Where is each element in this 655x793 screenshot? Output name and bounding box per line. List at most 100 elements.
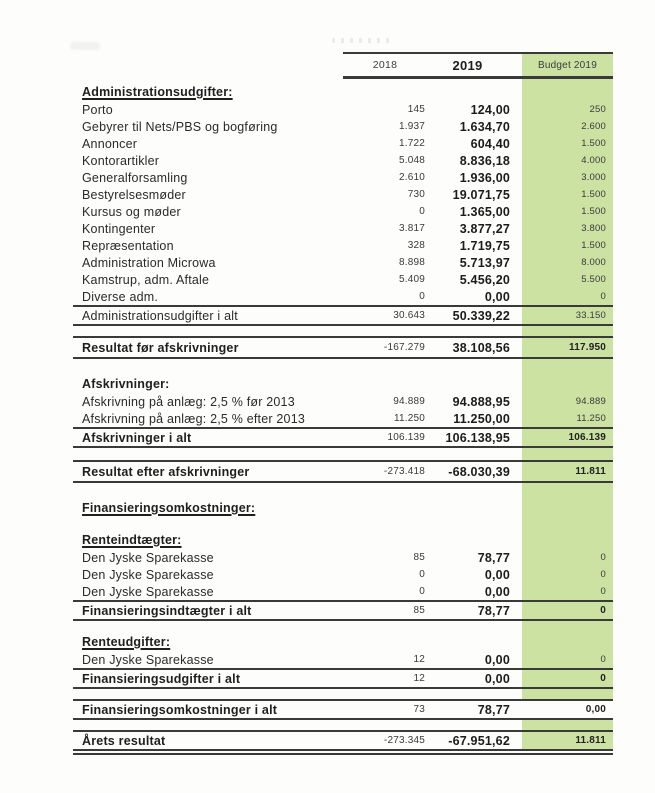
scan-artifact — [70, 42, 100, 50]
row-label: Gebyrer til Nets/PBS og bogføring — [82, 119, 278, 134]
row-label: Diverse adm. — [82, 289, 159, 304]
horizontal-rule — [73, 600, 613, 602]
value-2018: 0 — [419, 206, 425, 217]
value-budget-2019: 1.500 — [581, 206, 606, 217]
value-budget-2019: 0 — [600, 654, 606, 665]
row-label: Afskrivning på anlæg: 2,5 % før 2013 — [82, 394, 295, 409]
value-2019: 5.713,97 — [459, 255, 510, 270]
budget-column-highlight — [522, 517, 613, 531]
value-budget-2019: 11.811 — [575, 466, 606, 477]
budget-column-highlight — [522, 237, 613, 254]
budget-column-highlight — [522, 566, 613, 583]
horizontal-rule — [73, 730, 613, 732]
budget-column-highlight — [522, 152, 613, 169]
value-2018: 12 — [413, 673, 425, 684]
horizontal-rule — [73, 718, 613, 720]
value-budget-2019: 4.000 — [581, 155, 606, 166]
budget-column-highlight — [522, 499, 613, 517]
table-row: Finansieringsindtægter i alt 85 78,77 0 — [0, 602, 655, 619]
horizontal-rule — [73, 619, 613, 621]
section-header-label: Administrationsudgifter: — [82, 85, 233, 99]
table-row: Administration Microwa 8.898 5.713,97 8.000 — [0, 254, 655, 271]
spacer-row — [0, 720, 655, 730]
value-2019: 1.634,70 — [459, 119, 510, 134]
value-budget-2019: 0 — [600, 673, 606, 684]
value-2019: 0,00 — [484, 584, 510, 599]
value-2019: 11.250,00 — [453, 411, 510, 426]
row-label: Kursus og møder — [82, 204, 181, 219]
section-header-label: Afskrivninger: — [82, 377, 170, 391]
value-2019: 5.456,20 — [459, 272, 510, 287]
budget-column-highlight — [522, 410, 613, 427]
value-2018: 0 — [419, 586, 425, 597]
budget-column-highlight — [522, 583, 613, 600]
section-header-row: Renteindtægter: — [0, 531, 655, 549]
table-row: Kamstrup, adm. Aftale 5.409 5.456,20 5.500 — [0, 271, 655, 288]
value-2018: 94.889 — [393, 396, 425, 407]
row-label: Resultat før afskrivninger — [82, 340, 239, 355]
section-header-label: Renteindtægter: — [82, 533, 182, 547]
value-2018: 11.250 — [393, 413, 425, 424]
section-header-row: Finansieringsomkostninger: — [0, 499, 655, 517]
row-label: Den Jyske Sparekasse — [82, 550, 214, 565]
row-label: Årets resultat — [82, 733, 166, 748]
table-row: Resultat efter afskrivninger -273.418 -68.… — [0, 462, 655, 481]
horizontal-rule — [73, 668, 613, 670]
row-label: Den Jyske Sparekasse — [82, 584, 214, 599]
horizontal-rule — [73, 446, 613, 448]
row-label: Administration Microwa — [82, 255, 216, 270]
value-2019: 19.071,75 — [452, 187, 510, 202]
budget-column-highlight — [522, 602, 613, 619]
value-2019: -67.951,62 — [448, 733, 510, 748]
value-2018: 730 — [407, 189, 425, 200]
horizontal-rule — [73, 753, 613, 755]
budget-column-highlight — [522, 393, 613, 410]
budget-column-highlight — [522, 326, 613, 336]
value-2019: 1.365,00 — [459, 204, 510, 219]
spacer-row — [0, 326, 655, 336]
value-budget-2019: 117.950 — [569, 342, 606, 353]
budget-column-highlight — [522, 288, 613, 305]
table-row: Repræsentation 328 1.719,75 1.500 — [0, 237, 655, 254]
budget-column-highlight — [522, 621, 613, 633]
table-row: Bestyrelsesmøder 730 19.071,75 1.500 — [0, 186, 655, 203]
value-2019: 0,00 — [484, 652, 510, 667]
horizontal-rule — [73, 336, 613, 338]
value-2019: 106.138,95 — [445, 430, 510, 445]
value-budget-2019: 3.000 — [581, 172, 606, 183]
value-2018: 73 — [413, 704, 425, 715]
column-header-2018: 2018 — [372, 59, 398, 71]
value-2019: 78,77 — [477, 603, 510, 618]
row-label: Kamstrup, adm. Aftale — [82, 272, 210, 287]
budget-column-highlight — [522, 79, 613, 83]
value-2018: 85 — [413, 552, 425, 563]
table-row: Afskrivning på anlæg: 2,5 % efter 2013 11… — [0, 410, 655, 427]
spacer-row — [0, 517, 655, 531]
value-2018: 106.139 — [387, 432, 425, 443]
row-label: Afskrivning på anlæg: 2,5 % efter 2013 — [82, 411, 306, 426]
budget-column-highlight — [522, 732, 613, 749]
spacer-row — [0, 689, 655, 699]
budget-column-highlight — [522, 531, 613, 549]
table-row: Kursus og møder 0 1.365,00 1.500 — [0, 203, 655, 220]
section-header-row: Renteudgifter: — [0, 633, 655, 651]
budget-column-highlight — [522, 135, 613, 152]
value-2019: 0,00 — [484, 289, 510, 304]
value-2018: 8.898 — [398, 257, 425, 268]
budget-column-highlight — [522, 52, 613, 79]
horizontal-rule — [73, 427, 613, 429]
value-2018: 0 — [419, 291, 425, 302]
value-2019: 3.877,27 — [459, 221, 510, 236]
row-label: Afskrivninger i alt — [82, 430, 192, 445]
value-budget-2019: 0 — [600, 605, 606, 616]
value-budget-2019: 1.500 — [581, 240, 606, 251]
table-row: Finansieringsomkostninger i alt 73 78,77 0,… — [0, 701, 655, 718]
table-row: Den Jyske Sparekasse 12 0,00 0 — [0, 651, 655, 668]
value-2018: 0 — [419, 569, 425, 580]
horizontal-rule — [73, 687, 613, 689]
value-2019: 38.108,56 — [452, 340, 510, 355]
value-2018: -167.279 — [383, 342, 425, 353]
value-budget-2019: 11.250 — [576, 413, 606, 424]
value-2018: -273.345 — [383, 735, 425, 746]
value-budget-2019: 0 — [600, 586, 606, 597]
